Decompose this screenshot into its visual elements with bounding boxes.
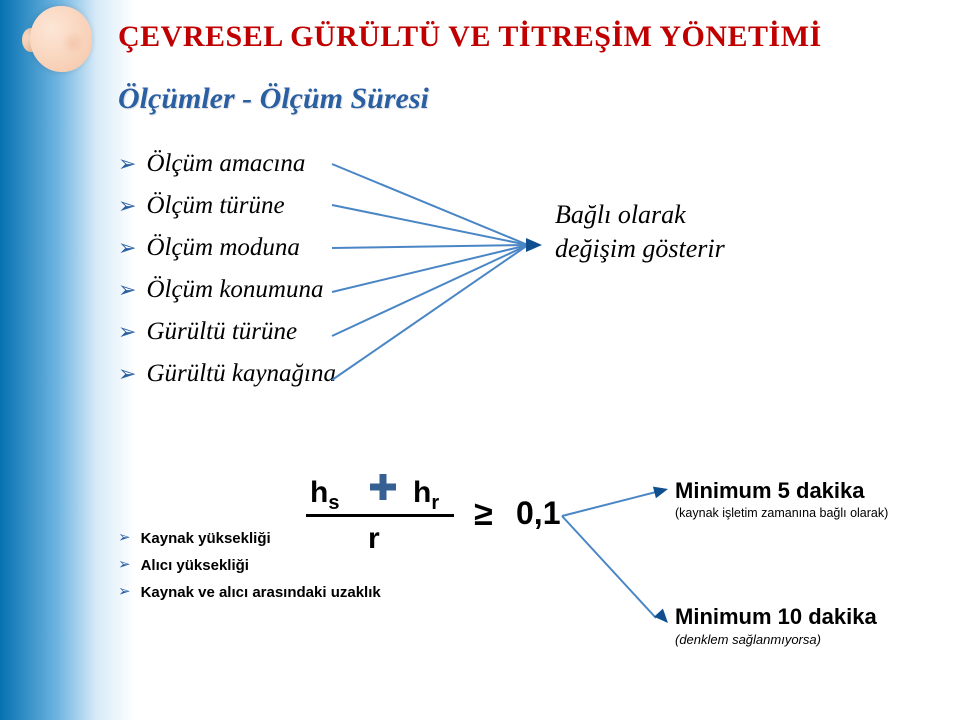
- legend-item: ➢ Kaynak yüksekliği: [118, 530, 381, 547]
- formula-legend-list: ➢ Kaynak yüksekliği ➢ Alıcı yüksekliği ➢ Kayn…: [118, 530, 381, 611]
- legend-item: ➢ Kaynak ve alıcı arasındaki uzaklık: [118, 584, 381, 601]
- plus-icon: [368, 472, 398, 502]
- min5-main: Minimum 5 dakika: [675, 478, 865, 503]
- bullet-icon: ➢: [118, 531, 131, 546]
- min10-main: Minimum 10 dakika: [675, 604, 877, 629]
- factors-item: ➢ Ölçüm amacına: [118, 150, 336, 178]
- min10-sub: (denklem sağlanmıyorsa): [675, 632, 877, 647]
- page-title: ÇEVRESEL GÜRÜLTÜ VE TİTREŞİM YÖNETİMİ: [118, 20, 822, 54]
- bullet-text: Kaynak yüksekliği: [141, 530, 271, 547]
- bullet-text: Ölçüm konumuna: [146, 276, 323, 304]
- content-area: ÇEVRESEL GÜRÜLTÜ VE TİTREŞİM YÖNETİMİ Öl…: [0, 0, 960, 720]
- factors-item: ➢ Gürültü kaynağına: [118, 360, 336, 388]
- depends-line1: Bağlı olarak: [555, 200, 686, 229]
- depends-text: Bağlı olarak değişim gösterir: [555, 198, 725, 266]
- depends-line2: değişim gösterir: [555, 234, 725, 263]
- bullet-icon: ➢: [118, 363, 136, 385]
- minimum-10: Minimum 10 dakika (denklem sağlanmıyorsa…: [675, 604, 877, 647]
- factors-item: ➢ Gürültü türüne: [118, 318, 336, 346]
- bullet-icon: ➢: [118, 558, 131, 573]
- bullet-text: Alıcı yüksekliği: [141, 557, 249, 574]
- factors-item: ➢ Ölçüm konumuna: [118, 276, 336, 304]
- factors-item: ➢ Ölçüm türüne: [118, 192, 336, 220]
- bullet-text: Kaynak ve alıcı arasındaki uzaklık: [141, 584, 381, 601]
- bullet-icon: ➢: [118, 279, 136, 301]
- bullet-icon: ➢: [118, 321, 136, 343]
- factors-list: ➢ Ölçüm amacına ➢ Ölçüm türüne ➢ Ölçüm moduna…: [118, 150, 336, 402]
- formula-geq: ≥: [474, 495, 493, 534]
- converging-arrows: [328, 150, 558, 400]
- formula-hr: hr: [413, 476, 439, 515]
- bullet-icon: ➢: [118, 585, 131, 600]
- bullet-text: Ölçüm amacına: [146, 150, 305, 178]
- bullet-icon: ➢: [118, 153, 136, 175]
- bullet-text: Gürültü türüne: [146, 318, 297, 346]
- formula-val: 0,1: [516, 495, 560, 532]
- minimum-5: Minimum 5 dakika (kaynak işletim zamanın…: [675, 478, 888, 520]
- bullet-icon: ➢: [118, 195, 136, 217]
- min5-sub: (kaynak işletim zamanına bağlı olarak): [675, 506, 888, 520]
- bullet-text: Ölçüm moduna: [146, 234, 299, 262]
- fraction-line: [306, 514, 454, 517]
- bullet-text: Ölçüm türüne: [146, 192, 284, 220]
- page-subtitle: Ölçümler - Ölçüm Süresi: [118, 82, 429, 116]
- formula-hs: hs: [310, 476, 339, 515]
- bullet-icon: ➢: [118, 237, 136, 259]
- bullet-text: Gürültü kaynağına: [146, 360, 336, 388]
- minimum-arrows: [556, 480, 676, 650]
- legend-item: ➢ Alıcı yüksekliği: [118, 557, 381, 574]
- factors-item: ➢ Ölçüm moduna: [118, 234, 336, 262]
